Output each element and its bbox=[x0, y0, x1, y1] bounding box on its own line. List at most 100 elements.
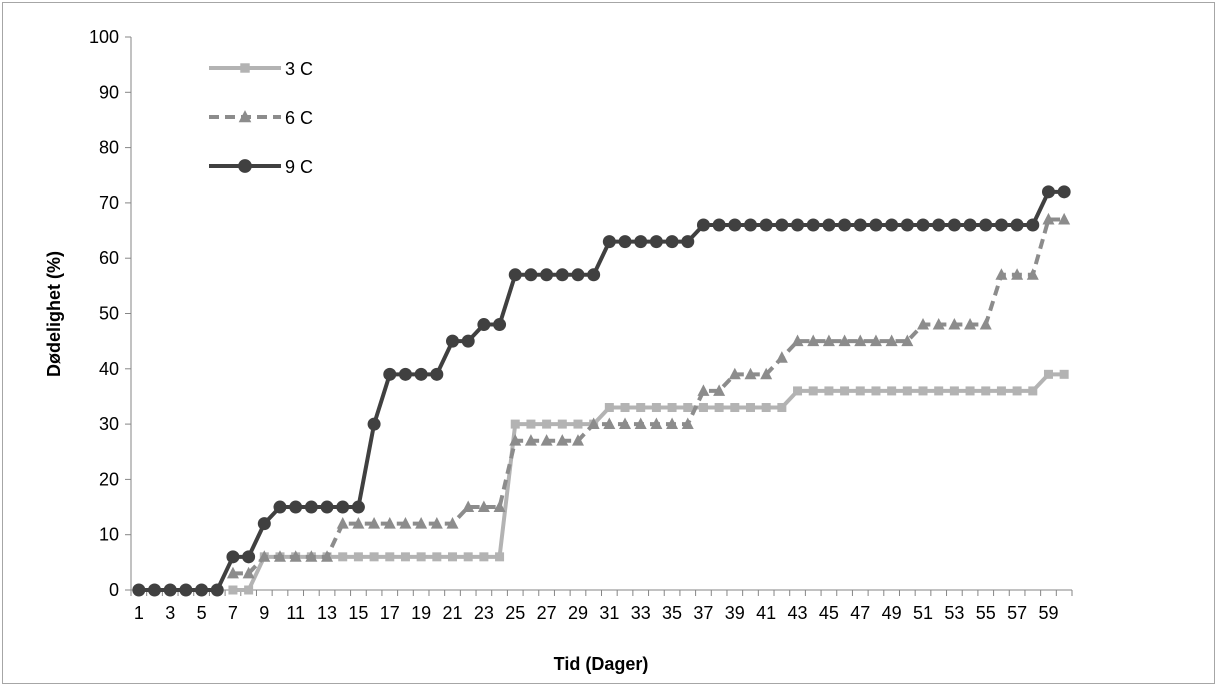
x-tick-label: 9 bbox=[259, 603, 269, 623]
data-point-9c bbox=[869, 218, 883, 232]
data-point-3c bbox=[1059, 369, 1069, 379]
x-tick-label: 19 bbox=[411, 603, 431, 623]
data-point-3c bbox=[463, 552, 473, 562]
data-point-6c bbox=[540, 434, 553, 446]
legend-label-3c: 3 C bbox=[285, 59, 313, 79]
data-point-6c bbox=[1042, 212, 1055, 225]
x-tick-label: 29 bbox=[568, 603, 588, 623]
legend-item-6c: 6 C bbox=[209, 108, 313, 128]
data-point-6c bbox=[901, 334, 914, 347]
data-point-9c bbox=[383, 367, 397, 381]
data-point-9c bbox=[414, 367, 428, 381]
data-point-6c bbox=[1058, 212, 1071, 225]
data-point-9c bbox=[885, 218, 899, 232]
data-point-9c bbox=[336, 500, 350, 514]
data-point-6c bbox=[524, 434, 537, 446]
data-point-9c bbox=[979, 218, 993, 232]
data-point-6c bbox=[258, 550, 271, 562]
data-point-9c bbox=[822, 218, 836, 232]
x-tick-label: 55 bbox=[976, 603, 996, 623]
x-tick-label: 33 bbox=[631, 603, 651, 623]
y-tick-label: 10 bbox=[99, 525, 119, 545]
data-point-6c bbox=[650, 417, 663, 430]
data-point-9c bbox=[148, 583, 162, 597]
data-point-6c bbox=[446, 517, 459, 529]
data-point-9c bbox=[493, 318, 507, 332]
data-point-3c bbox=[949, 386, 959, 396]
data-point-9c bbox=[273, 500, 287, 514]
data-point-3c bbox=[1012, 386, 1022, 396]
y-tick-label: 30 bbox=[99, 414, 119, 434]
y-tick-label: 70 bbox=[99, 193, 119, 213]
data-point-3c bbox=[620, 403, 630, 413]
data-point-6c bbox=[979, 317, 992, 330]
data-point-9c bbox=[775, 218, 789, 232]
data-point-6c bbox=[869, 334, 882, 347]
data-point-3c bbox=[557, 419, 567, 429]
data-point-3c bbox=[824, 386, 834, 396]
y-axis-title: Dødelighet (%) bbox=[44, 251, 64, 377]
data-point-3c bbox=[651, 403, 661, 413]
data-point-3c bbox=[416, 552, 426, 562]
data-point-3c bbox=[871, 386, 881, 396]
y-tick-label: 0 bbox=[109, 580, 119, 600]
x-tick-label: 59 bbox=[1038, 603, 1058, 623]
data-point-6c bbox=[587, 417, 600, 430]
data-point-9c bbox=[696, 218, 710, 232]
x-tick-label: 5 bbox=[197, 603, 207, 623]
data-point-6c bbox=[681, 417, 694, 430]
x-tick-label: 7 bbox=[228, 603, 238, 623]
data-point-3c bbox=[385, 552, 395, 562]
data-point-9c bbox=[634, 235, 648, 249]
data-point-9c bbox=[367, 417, 381, 431]
data-point-9c bbox=[1057, 185, 1071, 199]
data-point-6c bbox=[242, 566, 255, 579]
data-point-9c bbox=[963, 218, 977, 232]
x-tick-label: 51 bbox=[913, 603, 933, 623]
data-point-9c bbox=[900, 218, 914, 232]
y-tick-label: 90 bbox=[99, 82, 119, 102]
x-tick-label: 25 bbox=[505, 603, 525, 623]
x-tick-label: 39 bbox=[725, 603, 745, 623]
x-tick-label: 57 bbox=[1007, 603, 1027, 623]
data-point-9c bbox=[618, 235, 632, 249]
data-point-6c bbox=[917, 317, 930, 330]
data-point-3c bbox=[855, 386, 865, 396]
chart-axes bbox=[130, 37, 1072, 591]
data-point-9c bbox=[257, 517, 271, 531]
data-point-6c bbox=[415, 517, 428, 529]
legend-marker-9c bbox=[238, 159, 252, 173]
data-point-6c bbox=[885, 334, 898, 347]
data-point-6c bbox=[289, 550, 302, 562]
data-point-9c bbox=[446, 334, 460, 348]
data-point-9c bbox=[571, 268, 585, 282]
x-tick-label: 45 bbox=[819, 603, 839, 623]
y-tick-label: 60 bbox=[99, 248, 119, 268]
data-point-6c bbox=[760, 367, 773, 380]
data-point-3c bbox=[840, 386, 850, 396]
data-point-3c bbox=[542, 419, 552, 429]
data-point-3c bbox=[981, 386, 991, 396]
data-point-9c bbox=[430, 367, 444, 381]
legend-label-9c: 9 C bbox=[285, 157, 313, 177]
data-point-9c bbox=[602, 235, 616, 249]
data-point-6c bbox=[336, 517, 349, 529]
data-point-9c bbox=[163, 583, 177, 597]
data-point-3c bbox=[1043, 369, 1053, 379]
data-point-6c bbox=[321, 550, 334, 562]
x-axis-title: Tid (Dager) bbox=[554, 654, 649, 674]
data-point-6c bbox=[383, 517, 396, 529]
y-tick-label: 80 bbox=[99, 138, 119, 158]
data-point-6c bbox=[728, 367, 741, 380]
data-point-9c bbox=[179, 583, 193, 597]
data-point-3c bbox=[604, 403, 614, 413]
data-point-6c bbox=[932, 317, 945, 330]
data-point-9c bbox=[932, 218, 946, 232]
data-point-9c bbox=[555, 268, 569, 282]
data-point-3c bbox=[777, 403, 787, 413]
data-point-3c bbox=[683, 403, 693, 413]
data-point-9c bbox=[759, 218, 773, 232]
data-point-3c bbox=[400, 552, 410, 562]
data-point-9c bbox=[132, 583, 146, 597]
x-tick-label: 3 bbox=[165, 603, 175, 623]
